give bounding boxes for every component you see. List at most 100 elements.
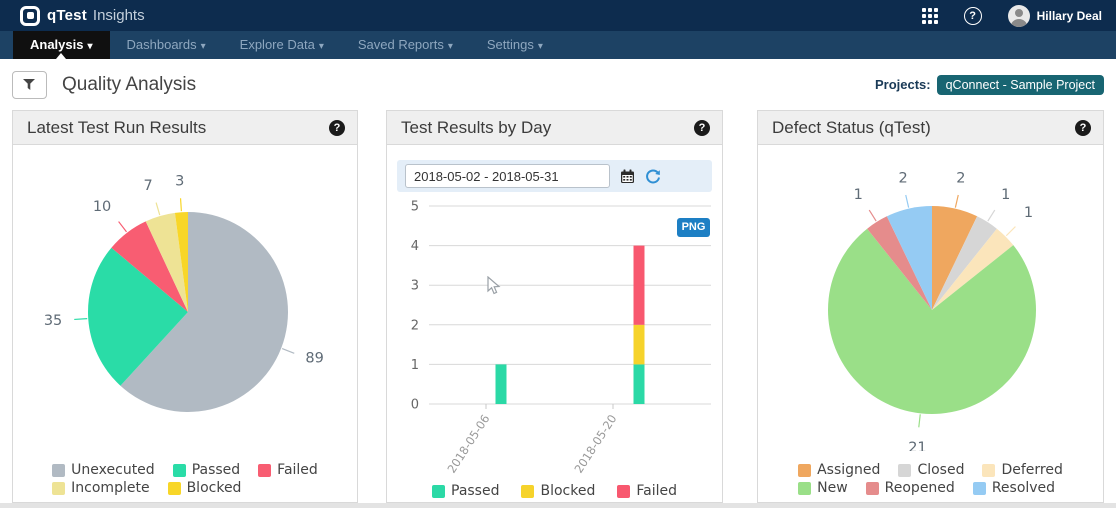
- pie-slice-value: 21: [908, 440, 926, 451]
- pie-slice-passed[interactable]: [88, 247, 188, 386]
- panel-title: Latest Test Run Results: [27, 117, 207, 137]
- date-range-bar: [397, 160, 712, 192]
- pie-slice-incomplete[interactable]: [145, 212, 188, 312]
- bar-segment-passed[interactable]: [633, 364, 645, 404]
- chevron-down-icon: ▾: [447, 41, 453, 52]
- nav-item-analysis[interactable]: Analysis ▾: [13, 31, 110, 59]
- legend-label: Reopened: [884, 480, 955, 496]
- chart-legend: Assigned Closed Deferred New Reopened Resolve…: [758, 460, 1103, 496]
- legend-item-reopened[interactable]: Reopened: [865, 480, 955, 496]
- pie-slice-value: 2: [956, 170, 965, 186]
- pie-slice-failed[interactable]: [111, 221, 188, 312]
- user-menu[interactable]: Hillary Deal: [1007, 4, 1102, 27]
- legend-item-assigned[interactable]: Assigned: [798, 462, 880, 478]
- pie-slice-unexecuted[interactable]: [120, 212, 288, 412]
- legend-label: Incomplete: [71, 480, 150, 496]
- nav-item-saved-reports[interactable]: Saved Reports ▾: [357, 37, 453, 52]
- pie-label-leader: [179, 198, 182, 212]
- pie-slice-value: 3: [175, 173, 184, 189]
- panel-defect-status: Defect Status (qTest) ? 2 1 1 21 1 2 Assigned…: [757, 110, 1104, 503]
- legend-swatch: [52, 463, 66, 477]
- pie-slice-new[interactable]: [828, 228, 1036, 414]
- legend-item-blocked[interactable]: Blocked: [521, 483, 595, 499]
- legend-swatch: [432, 484, 445, 498]
- legend-item-new[interactable]: New: [798, 480, 848, 496]
- pie-chart-latest-results: 89 35 10 7 3 Unexecuted Passed Failed Incomplet…: [13, 145, 357, 502]
- date-range-input[interactable]: [405, 164, 610, 188]
- mouse-cursor: [487, 276, 501, 295]
- page-bottom-strip: [0, 503, 1116, 508]
- panel-help-icon[interactable]: ?: [1075, 119, 1091, 136]
- legend-item-passed[interactable]: Passed: [172, 462, 240, 478]
- legend-label: Failed: [636, 483, 677, 499]
- page-title: Quality Analysis: [62, 73, 197, 95]
- legend-label: Assigned: [817, 462, 881, 478]
- panel-help-icon[interactable]: ?: [694, 119, 710, 136]
- help-icon[interactable]: ?: [963, 6, 982, 25]
- filter-button[interactable]: [12, 70, 47, 99]
- pie-slice-value: 1: [1024, 205, 1033, 221]
- bar-segment-passed[interactable]: [495, 364, 507, 404]
- apps-grid-icon[interactable]: [921, 7, 938, 24]
- legend-label: Blocked: [186, 480, 242, 496]
- legend-swatch: [521, 484, 535, 498]
- legend-label: Failed: [277, 462, 318, 478]
- pie-slice-value: 89: [305, 351, 323, 367]
- bar-segment-blocked[interactable]: [633, 324, 645, 365]
- pie-slice-reopened[interactable]: [867, 216, 932, 310]
- legend-item-incomplete[interactable]: Incomplete: [52, 480, 150, 496]
- refresh-icon[interactable]: [645, 168, 661, 184]
- panel-help-icon[interactable]: ?: [329, 119, 345, 136]
- legend-swatch: [972, 481, 986, 495]
- legend-label: Closed: [917, 462, 965, 478]
- pie-chart-defect-status: 2 1 1 21 1 2 Assigned Closed Deferred New Reopene…: [758, 145, 1103, 502]
- chart-legend: Passed Blocked Failed: [387, 483, 722, 499]
- legend-item-deferred[interactable]: Deferred: [982, 462, 1063, 478]
- avatar: [1007, 4, 1030, 27]
- legend-label: New: [817, 480, 848, 496]
- pie-chart-svg[interactable]: 89 35 10 7 3: [13, 145, 357, 451]
- user-name: Hillary Deal: [1036, 8, 1102, 23]
- nav-item-dashboards[interactable]: Dashboards ▾: [126, 37, 206, 52]
- bar-segment-failed[interactable]: [633, 245, 645, 325]
- pie-label-leader: [281, 348, 295, 354]
- legend-item-passed[interactable]: Passed: [432, 483, 499, 499]
- legend-item-resolved[interactable]: Resolved: [972, 480, 1055, 496]
- nav-item-settings[interactable]: Settings ▾: [486, 37, 543, 52]
- pie-label-leader: [905, 194, 910, 208]
- x-axis-tick-label: 2018-05-20: [571, 412, 619, 475]
- bar-chart-area: 0 1 2 3 4 5 2018-05-06 2018-05-20 PNG Passed Blo…: [387, 160, 722, 508]
- legend-item-closed[interactable]: Closed: [898, 462, 964, 478]
- legend-item-failed[interactable]: Failed: [617, 483, 677, 499]
- pie-label-leader: [954, 194, 959, 208]
- pie-slice-deferred[interactable]: [932, 228, 1014, 310]
- nav-item-explore-data[interactable]: Explore Data ▾: [239, 37, 324, 52]
- legend-swatch: [167, 481, 181, 495]
- panel-test-results-by-day: Test Results by Day ?: [386, 110, 723, 503]
- project-badge[interactable]: qConnect - Sample Project: [936, 74, 1104, 95]
- chevron-down-icon: ▾: [87, 41, 93, 52]
- pie-label-leader: [1005, 226, 1016, 237]
- pie-slice-assigned[interactable]: [932, 206, 978, 310]
- main-nav: Analysis ▾ Dashboards ▾ Explore Data ▾ Saved R…: [0, 31, 1116, 59]
- legend-swatch: [617, 484, 631, 498]
- y-axis-tick-label: 4: [411, 239, 419, 254]
- bar-chart-svg[interactable]: 0 1 2 3 4 5 2018-05-06 2018-05-20: [395, 200, 725, 475]
- pie-label-leader: [918, 414, 921, 428]
- legend-swatch: [798, 481, 812, 495]
- chart-legend: Unexecuted Passed Failed Incomplete Blocked: [13, 460, 357, 496]
- pie-slice-closed[interactable]: [932, 216, 997, 310]
- legend-label: Unexecuted: [71, 462, 155, 478]
- legend-item-failed[interactable]: Failed: [258, 462, 318, 478]
- legend-item-blocked[interactable]: Blocked: [167, 480, 242, 496]
- legend-item-unexecuted[interactable]: Unexecuted: [52, 462, 155, 478]
- pie-slice-blocked[interactable]: [174, 212, 188, 312]
- y-axis-tick-label: 2: [411, 318, 419, 333]
- export-png-button[interactable]: PNG: [677, 218, 710, 237]
- pie-slice-resolved[interactable]: [886, 206, 932, 310]
- panel-title: Defect Status (qTest): [772, 117, 931, 137]
- y-axis-tick-label: 5: [411, 200, 419, 215]
- pie-slice-value: 35: [44, 313, 62, 329]
- calendar-icon[interactable]: [620, 169, 635, 184]
